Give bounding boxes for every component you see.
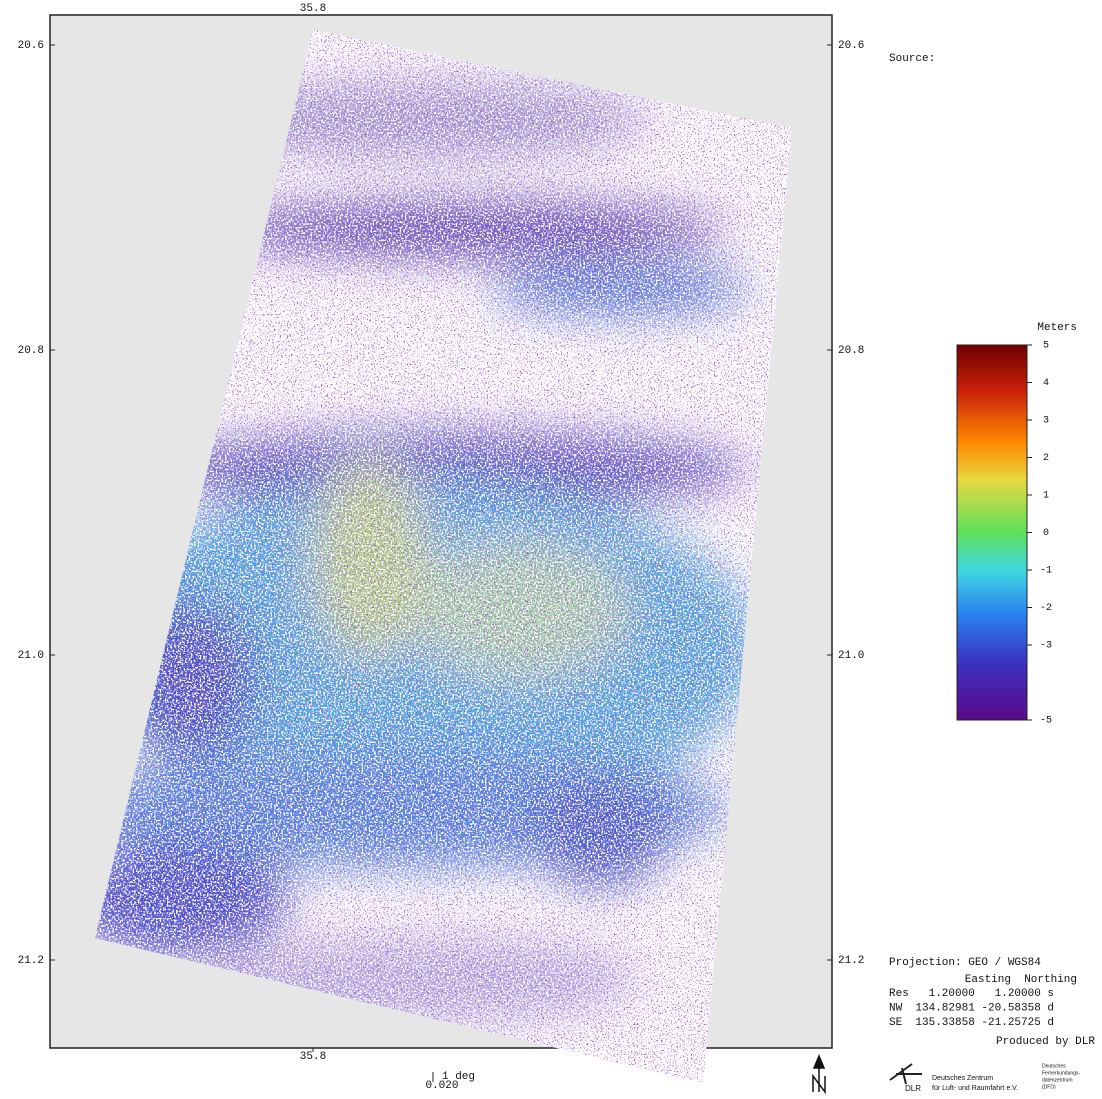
- colorbar-tick-label: 3: [1043, 416, 1049, 427]
- logo-dfd: Deutsches: [1042, 1063, 1066, 1069]
- colorbar-tick-label: 0: [1043, 528, 1049, 539]
- colorbar: [957, 345, 1027, 720]
- lat-label-left: 20.6: [18, 40, 44, 52]
- info-row: SE 135.33858 -21.25725 d: [889, 1017, 1054, 1029]
- logo-dfd: (DFD): [1042, 1084, 1056, 1090]
- lat-label-left: 21.2: [18, 955, 44, 967]
- colorbar-title: Meters: [1037, 322, 1077, 334]
- colorbar-tick-label: 1: [1043, 491, 1049, 502]
- dlr-logo: DLR Deutsches Zentrum für Luft- und Raum…: [890, 1064, 1018, 1093]
- logo-dfd: datenzentrum: [1042, 1077, 1073, 1083]
- logo-dlr: DLR: [905, 1084, 921, 1093]
- colorbar-tick-label: 4: [1043, 378, 1049, 389]
- colorbar-tick-label: -1: [1040, 566, 1052, 577]
- source-label: Source:: [889, 53, 935, 65]
- bottom-lon-label: 35.8: [300, 1051, 326, 1063]
- info-row: Res 1.20000 1.20000 s: [889, 988, 1054, 1000]
- info-row: NW 134.82981 -20.58358 d: [889, 1002, 1054, 1014]
- colorbar-tick-label: -3: [1040, 641, 1052, 652]
- lat-label-right: 20.6: [838, 40, 864, 52]
- info-header: Easting Northing: [965, 974, 1077, 986]
- produced-by: Produced by DLR: [996, 1036, 1095, 1048]
- colorbar-tick-label: 2: [1043, 453, 1049, 464]
- lat-label-left: 20.8: [18, 345, 44, 357]
- lat-label-left: 21.0: [18, 650, 44, 662]
- colorbar-tick-label: -2: [1040, 603, 1052, 614]
- north-arrow: [813, 1056, 825, 1092]
- lat-label-right: 21.2: [838, 955, 864, 967]
- projection: Projection: GEO / WGS84: [889, 957, 1041, 969]
- lat-label-right: 20.8: [838, 345, 864, 357]
- logo-line2: für Luft- und Raumfahrt e.V.: [932, 1085, 1018, 1092]
- lat-label-right: 21.0: [838, 650, 864, 662]
- colorbar-tick-label: 5: [1043, 341, 1049, 352]
- colorbar-tick-label: -5: [1040, 716, 1052, 727]
- logo-dfd: Fernerkundungs-: [1042, 1070, 1080, 1076]
- scale-bar-value: 0.020: [425, 1080, 458, 1092]
- logo-line1: Deutsches Zentrum: [932, 1075, 993, 1082]
- top-lon-label: 35.8: [300, 3, 326, 15]
- map-product: 35.8 35.8 1 deg 0.020 Source: Meters Pro…: [0, 0, 1102, 1099]
